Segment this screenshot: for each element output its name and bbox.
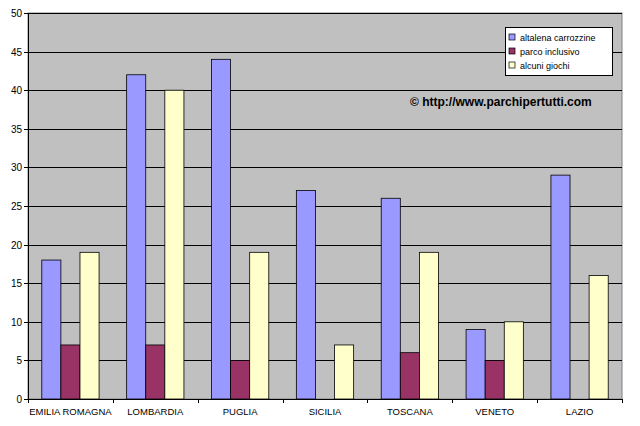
y-tick-label: 15 xyxy=(11,278,23,289)
x-tick-label: LOMBARDIA xyxy=(127,406,184,417)
grid-line xyxy=(28,283,622,284)
grid-line xyxy=(28,90,622,91)
y-tick xyxy=(24,167,28,168)
y-tick xyxy=(24,360,28,361)
y-tick-label: 0 xyxy=(16,394,22,405)
bar xyxy=(61,345,80,399)
y-tick xyxy=(24,399,28,400)
x-tick xyxy=(28,399,29,403)
bar xyxy=(165,90,184,399)
chart-container: 0 5 10 15 20 25 30 35 40 45 50 EMILIA ROMAGNA LOMBAR… xyxy=(0,0,640,426)
x-tick-label: SICILIA xyxy=(309,406,342,417)
x-tick xyxy=(283,399,284,403)
x-tick-label: PUGLIA xyxy=(223,406,259,417)
legend-label: alcuni giochi xyxy=(520,61,570,71)
y-tick-label: 50 xyxy=(11,8,23,19)
bar xyxy=(335,345,354,399)
bar xyxy=(315,399,334,400)
y-tick xyxy=(24,13,28,14)
bar xyxy=(42,260,61,399)
grid-line xyxy=(28,129,622,130)
x-tick-label: VENETO xyxy=(475,406,514,417)
grid-line xyxy=(28,322,622,323)
bar xyxy=(80,252,99,399)
y-tick xyxy=(24,206,28,207)
legend-swatch xyxy=(509,48,515,54)
grid-line xyxy=(28,206,622,207)
bar xyxy=(381,198,400,399)
y-tick-label: 10 xyxy=(11,317,23,328)
grid-line xyxy=(28,245,622,246)
legend: altalena carrozzine parco inclusivo alcuni… xyxy=(506,28,613,76)
annotation: © http://www.parchipertutti.com xyxy=(410,95,592,109)
bar xyxy=(146,345,165,399)
bar xyxy=(419,252,438,399)
bar xyxy=(485,360,504,399)
y-tick-label: 45 xyxy=(11,47,23,58)
y-tick-label: 25 xyxy=(11,201,23,212)
bar xyxy=(400,353,419,399)
grid-line xyxy=(28,360,622,361)
bar xyxy=(212,59,231,399)
x-tick-label: LAZIO xyxy=(566,406,593,417)
bar xyxy=(127,75,146,399)
y-tick xyxy=(24,129,28,130)
y-tick xyxy=(24,90,28,91)
y-tick-label: 35 xyxy=(11,124,23,135)
bar xyxy=(250,252,269,399)
grid-line xyxy=(28,13,622,14)
legend-swatch xyxy=(509,62,515,68)
bars xyxy=(42,59,608,399)
y-tick-label: 5 xyxy=(16,355,22,366)
y-tick-label: 20 xyxy=(11,240,23,251)
legend-label: parco inclusivo xyxy=(520,47,580,57)
x-tick xyxy=(537,399,538,403)
x-tick xyxy=(622,399,623,403)
bar xyxy=(296,191,315,399)
x-tick-label: TOSCANA xyxy=(387,406,433,417)
y-tick xyxy=(24,245,28,246)
y-tick xyxy=(24,52,28,53)
x-tick-label: EMILIA ROMAGNA xyxy=(29,406,112,417)
bar xyxy=(466,330,485,399)
y-tick-label: 40 xyxy=(11,85,23,96)
grid-line xyxy=(28,399,622,400)
x-tick xyxy=(367,399,368,403)
grid-line xyxy=(28,167,622,168)
legend-swatch xyxy=(509,34,515,40)
plot-area xyxy=(28,13,622,399)
legend-label: altalena carrozzine xyxy=(520,33,596,43)
y-axis xyxy=(28,13,29,399)
x-tick xyxy=(452,399,453,403)
y-tick xyxy=(24,283,28,284)
bar xyxy=(570,399,589,400)
x-axis xyxy=(28,399,622,400)
bar xyxy=(231,360,250,399)
x-tick xyxy=(198,399,199,403)
y-tick-label: 30 xyxy=(11,162,23,173)
x-tick xyxy=(113,399,114,403)
bar xyxy=(589,275,608,399)
bar xyxy=(551,175,570,399)
chart-svg: 0 5 10 15 20 25 30 35 40 45 50 EMILIA ROMAGNA LOMBAR… xyxy=(0,0,640,426)
legend-box xyxy=(506,28,613,76)
bar xyxy=(504,322,523,399)
y-tick xyxy=(24,322,28,323)
